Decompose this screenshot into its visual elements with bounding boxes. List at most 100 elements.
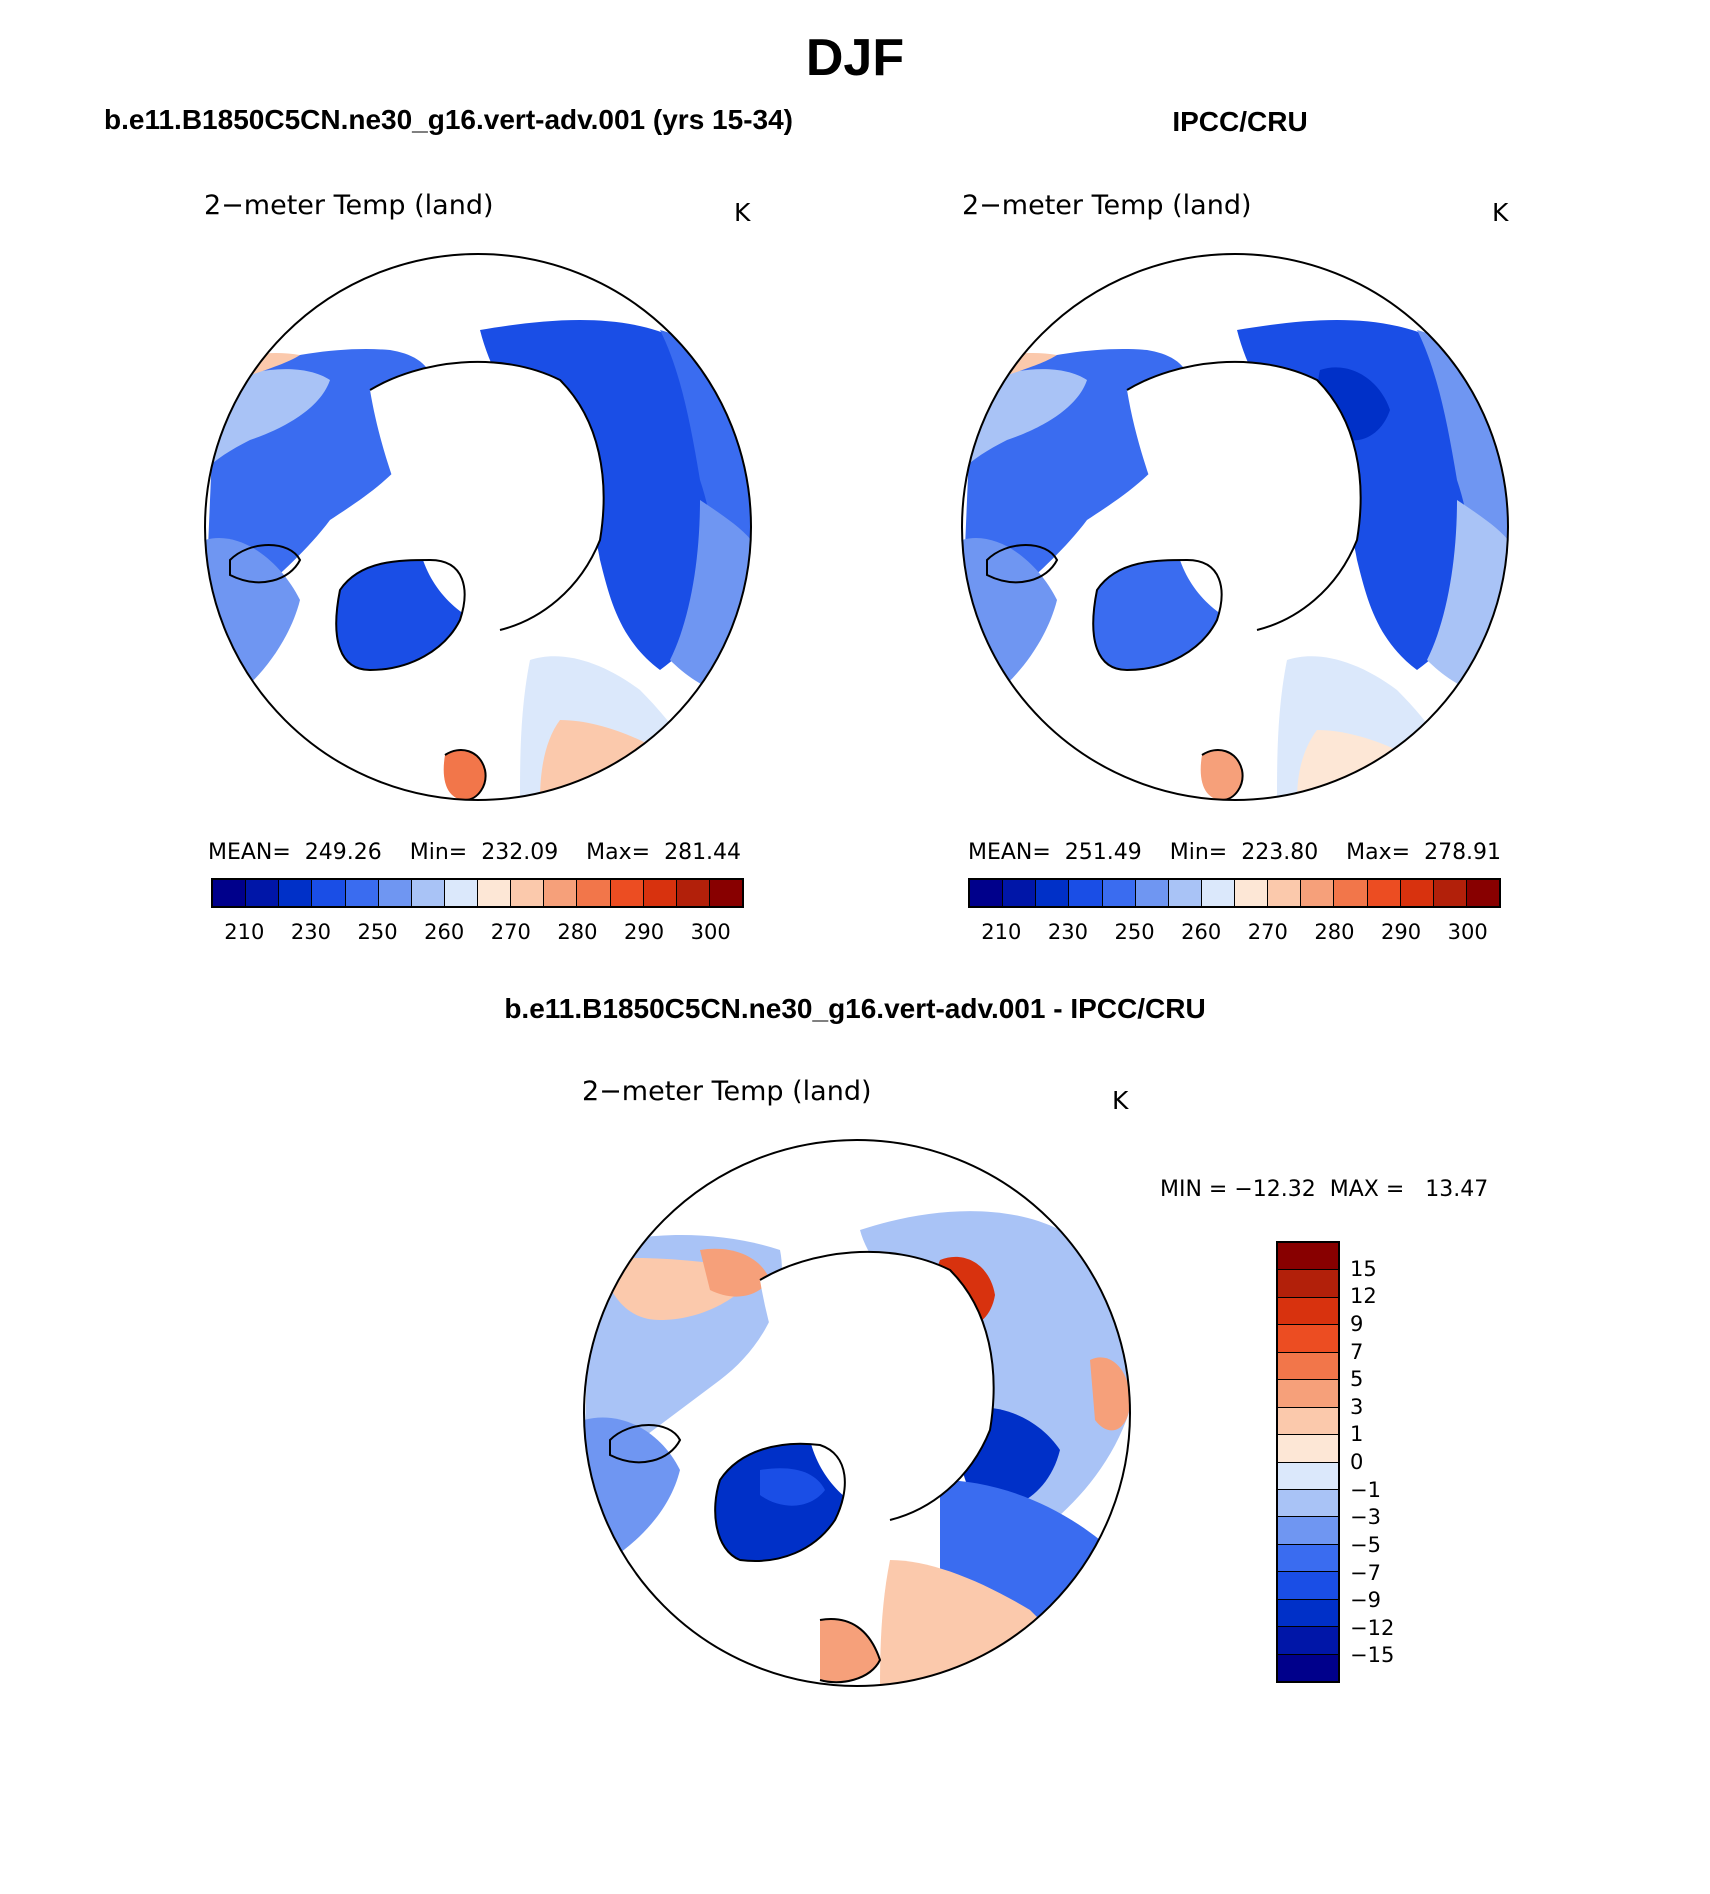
diff-units-label: K [1112,1086,1129,1115]
colorbar-swatch [1278,1599,1338,1628]
colorbar-tick-label: −15 [1350,1643,1395,1668]
colorbar-swatch [246,880,280,906]
colorbar-tick-label: 300 [1447,920,1488,944]
colorbar-tick-label: −1 [1350,1477,1381,1502]
colorbar-swatch [1278,1352,1338,1381]
colorbar-tick-label: 12 [1350,1284,1377,1309]
colorbar-swatch [1069,880,1103,906]
left-stats-label: MEAN= 249.26 Min= 232.09 Max= 281.44 [208,840,742,865]
colorbar-tick-label: 15 [1350,1256,1377,1281]
colorbar-swatch [1278,1297,1338,1326]
colorbar-swatch [1400,880,1434,906]
colorbar-tick-label: 280 [1314,920,1355,944]
colorbar-tick-label: −9 [1350,1588,1381,1613]
colorbar-swatch [676,880,710,906]
colorbar-tick-label: 3 [1350,1394,1364,1419]
left-units-label: K [734,198,751,227]
colorbar-swatch [1036,880,1070,906]
colorbar-tick-label: 5 [1350,1367,1364,1392]
diff-colorbar [1276,1241,1340,1683]
diff-map-fill [584,1140,1130,1686]
colorbar-swatch [1278,1380,1338,1408]
colorbar-swatch [1466,880,1499,906]
colorbar-tick-label: 300 [690,920,731,944]
colorbar-swatch [1278,1654,1338,1681]
colorbar-tick-label: 290 [624,920,665,944]
colorbar-tick-label: 280 [557,920,598,944]
colorbar-swatch [478,880,512,906]
colorbar-tick-label: 9 [1350,1311,1364,1336]
colorbar-swatch [312,880,346,906]
colorbar-tick-label: −5 [1350,1532,1381,1557]
colorbar-swatch [1278,1489,1338,1518]
colorbar-swatch [1367,880,1401,906]
colorbar-swatch [1278,1270,1338,1298]
diff-case-title: b.e11.B1850C5CN.ne30_g16.vert-adv.001 - … [504,993,1206,1024]
colorbar-swatch [1334,880,1368,906]
colorbar-swatch [1433,880,1467,906]
colorbar-swatch [378,880,412,906]
colorbar-swatch [544,880,578,906]
colorbar-swatch [1278,1325,1338,1353]
left-variable-label: 2−meter Temp (land) [204,190,494,221]
colorbar-tick-label: 270 [490,920,531,944]
colorbar-swatch [643,880,677,906]
colorbar-swatch [577,880,611,906]
colorbar-swatch [709,880,742,906]
colorbar-swatch [1278,1517,1338,1545]
colorbar-swatch [1135,880,1169,906]
figure-title: DJF [805,29,905,87]
colorbar-tick-label: 210 [224,920,265,944]
diff-stats-label: MIN = −12.32 MAX = 13.47 [1160,1177,1489,1202]
colorbar-swatch [1301,880,1335,906]
colorbar-swatch [1003,880,1037,906]
right-case-title: IPCC/CRU [1172,106,1308,137]
colorbar-tick-label: 260 [424,920,465,944]
colorbar-swatch [511,880,545,906]
colorbar-swatch [213,880,247,906]
colorbar-swatch [1278,1572,1338,1600]
diff-variable-label: 2−meter Temp (land) [582,1076,872,1107]
colorbar-swatch [1235,880,1269,906]
right-stats-label: MEAN= 251.49 Min= 223.80 Max= 278.91 [968,840,1502,865]
colorbar-swatch [1278,1243,1338,1271]
right-variable-label: 2−meter Temp (land) [962,190,1252,221]
colorbar-swatch [1278,1627,1338,1655]
colorbar-swatch [1201,880,1235,906]
colorbar-tick-label: 230 [290,920,331,944]
colorbar-swatch [444,880,478,906]
colorbar-tick-label: 250 [357,920,398,944]
colorbar-tick-label: 250 [1114,920,1155,944]
colorbar-swatch [1278,1435,1338,1463]
colorbar-swatch [345,880,379,906]
colorbar-tick-label: 0 [1350,1450,1364,1474]
colorbar-tick-label: 260 [1181,920,1222,944]
colorbar-swatch [610,880,644,906]
colorbar-tick-label: −12 [1350,1615,1395,1640]
colorbar-swatch [279,880,313,906]
colorbar-swatch [1278,1462,1338,1490]
colorbar-tick-label: −3 [1350,1505,1381,1530]
colorbar-swatch [970,880,1004,906]
colorbar-swatch [1278,1407,1338,1436]
colorbar-tick-label: 230 [1047,920,1088,944]
colorbar-tick-label: 290 [1381,920,1422,944]
left-colorbar [211,878,744,908]
left-case-title: b.e11.B1850C5CN.ne30_g16.vert-adv.001 (y… [104,104,793,135]
colorbar-tick-label: 7 [1350,1339,1364,1364]
colorbar-tick-label: 210 [981,920,1022,944]
colorbar-tick-label: 270 [1247,920,1288,944]
right-units-label: K [1492,198,1509,227]
colorbar-swatch [1168,880,1202,906]
colorbar-tick-label: −7 [1350,1560,1381,1585]
colorbar-swatch [1278,1544,1338,1573]
colorbar-swatch [411,880,445,906]
right-colorbar [968,878,1501,908]
colorbar-swatch [1102,880,1136,906]
right-map-fill [962,254,1508,800]
colorbar-tick-label: 1 [1350,1422,1364,1447]
colorbar-swatch [1268,880,1302,906]
